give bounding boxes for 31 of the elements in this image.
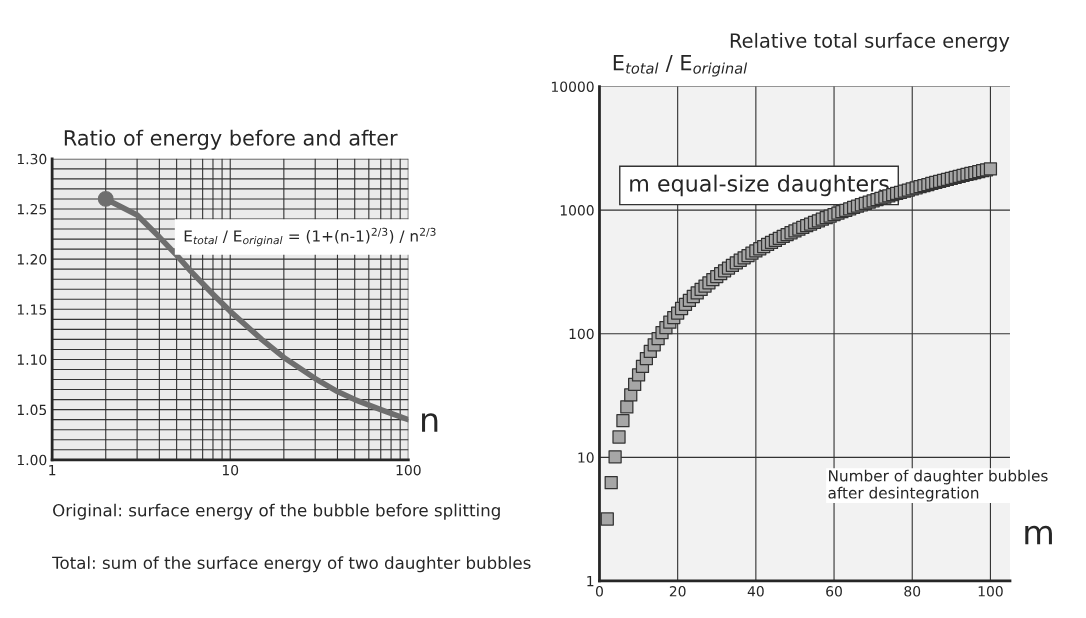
y-tick-label: 1.25 — [17, 203, 47, 215]
x-axis-title: n — [422, 413, 438, 432]
y-tick-label: 100 — [569, 328, 594, 340]
x-tick-label: 10 — [222, 464, 239, 476]
x-tick-label: 0 — [595, 586, 603, 597]
x-tick-label: 40 — [747, 586, 764, 597]
x-tick-label: 80 — [904, 586, 921, 597]
chart-title: Relative total surface energy — [730, 32, 1010, 52]
y-tick-label: 1.30 — [17, 153, 47, 165]
y-tick-label: 1.20 — [17, 254, 47, 265]
x-tick-label: 60 — [826, 586, 842, 597]
text: Total: sum of the surface energy of two daughter bubbles — [52, 556, 531, 573]
x-tick-label: 100 — [396, 464, 421, 476]
annotation: E$_{total}$ / E$_{original}$ = (1+(n-1)$^{2/3}$) / n$^{2/3}$ — [184, 227, 436, 247]
y-tick-label: 10000 — [551, 81, 594, 92]
annotation: Number of daughter bubbles after desintegration — [828, 469, 1048, 502]
y-tick-label: 1.05 — [17, 404, 47, 416]
y-tick-label: 1.15 — [17, 304, 47, 315]
y-axis-title: Ratio of energy before and after — [64, 129, 398, 150]
x-tick-label: 20 — [669, 586, 686, 597]
y-tick-label: 1 — [587, 576, 594, 587]
text: Original: surface energy of the bubble before splitting — [53, 503, 500, 520]
y-tick-label: 1000 — [560, 205, 594, 216]
y-tick-label: 10 — [578, 452, 594, 463]
y-axis-title: E$_{total}$ / E$_{original}$ — [613, 54, 748, 77]
y-tick-label: 1.10 — [17, 354, 47, 365]
x-axis-title: m — [1025, 525, 1052, 545]
x-tick-label: 1 — [49, 465, 56, 476]
annotation: m equal-size daughters — [630, 174, 889, 197]
x-tick-label: 100 — [978, 586, 1003, 597]
y-tick-label: 1.00 — [17, 454, 47, 466]
